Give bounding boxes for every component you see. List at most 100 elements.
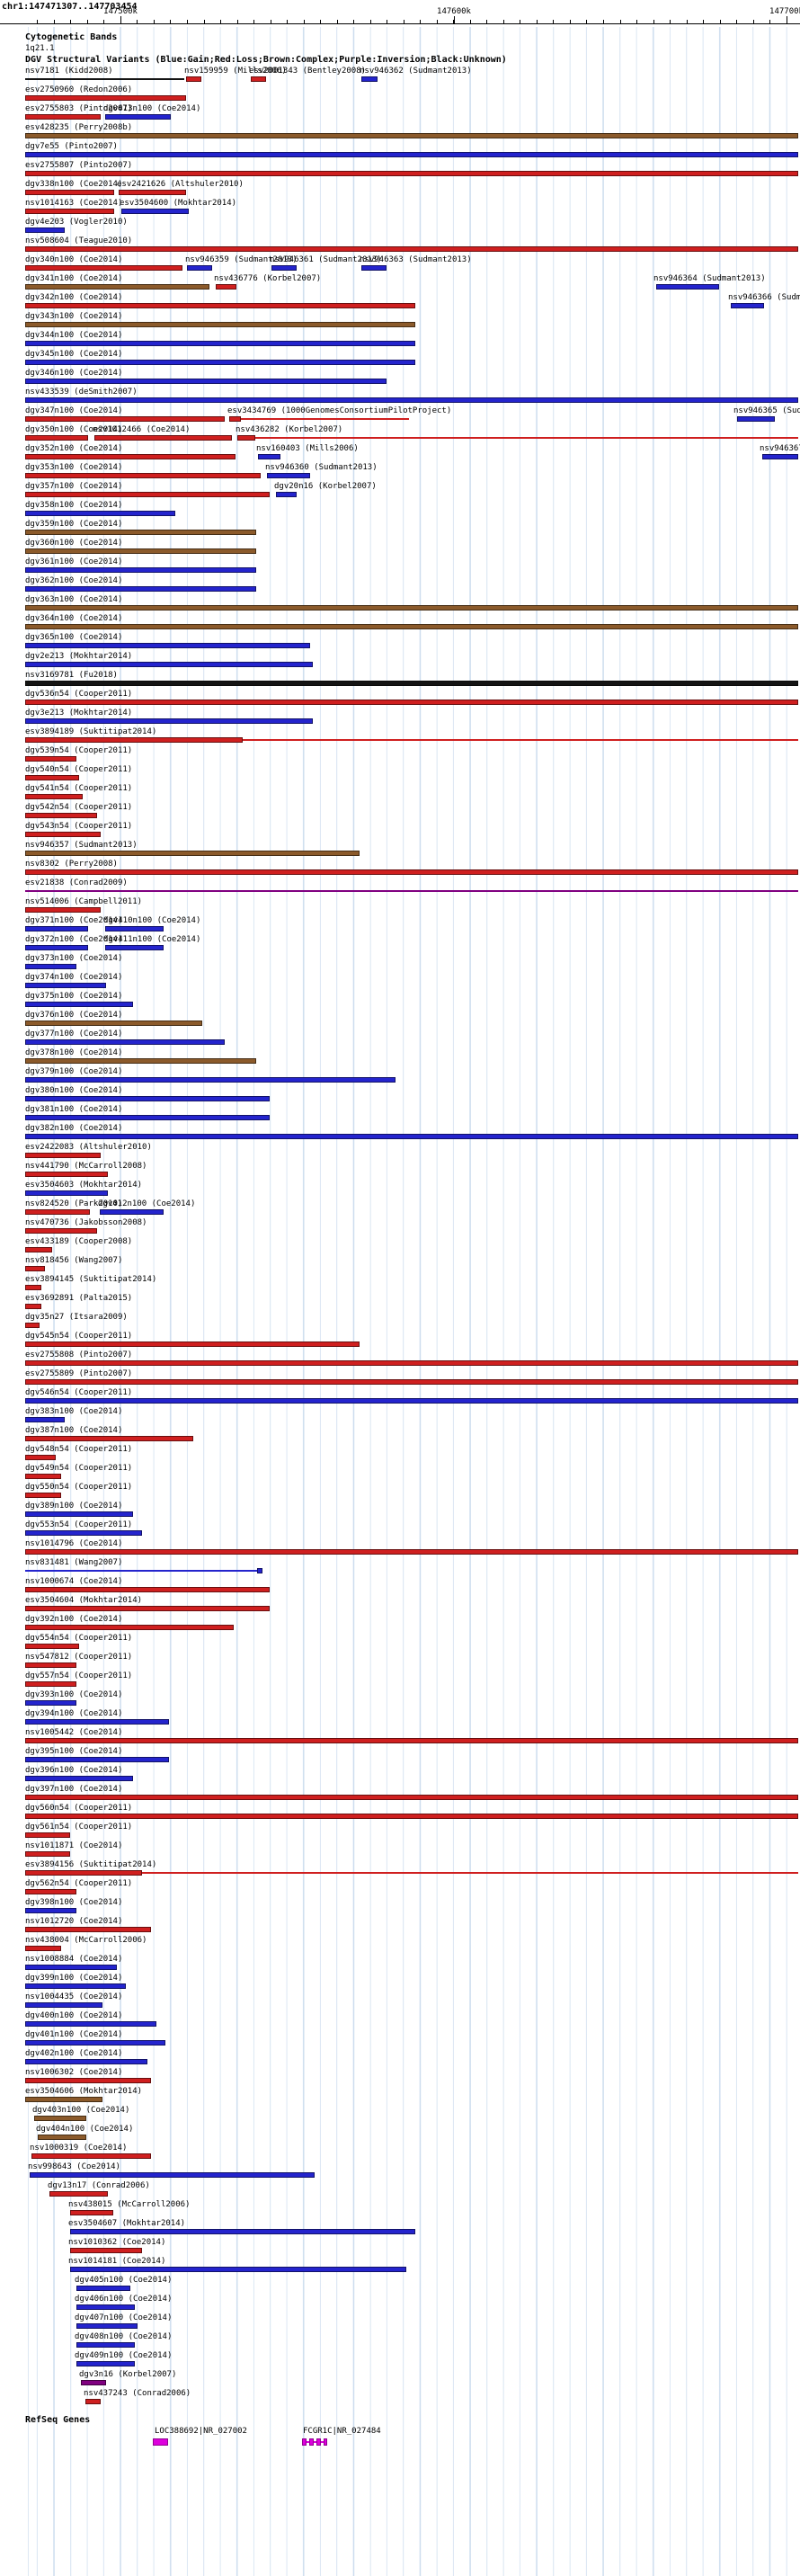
variant-bar[interactable]: [187, 265, 212, 271]
variant-label[interactable]: nsv946361 (Sudmant2013): [270, 255, 382, 264]
variant-label[interactable]: nsv436282 (Korbel2007): [236, 425, 343, 434]
variant-bar[interactable]: [25, 567, 256, 573]
variant-label[interactable]: nsv433539 (deSmith2007): [25, 388, 138, 397]
variant-label[interactable]: esv3504606 (Mokhtar2014): [25, 2087, 143, 2096]
variant-label[interactable]: dgv407n100 (Coe2014): [75, 2313, 173, 2322]
variant-bar[interactable]: [216, 284, 236, 290]
variant-label[interactable]: dgv393n100 (Coe2014): [25, 1690, 123, 1699]
variant-bar[interactable]: [25, 1662, 76, 1668]
gene-exon-bar[interactable]: [316, 2438, 321, 2446]
variant-bar[interactable]: [25, 2097, 102, 2102]
variant-bar[interactable]: [76, 2323, 138, 2329]
variant-label[interactable]: nsv946360 (Sudmant2013): [265, 463, 378, 472]
variant-label[interactable]: dgv557n54 (Cooper2011): [25, 1671, 133, 1680]
variant-label[interactable]: dgv389n100 (Coe2014): [25, 1502, 123, 1511]
variant-label[interactable]: nsv946362 (Sudmant2013): [360, 67, 472, 76]
variant-label[interactable]: nsv946364 (Sudmant2013): [653, 274, 766, 283]
variant-bar[interactable]: [25, 1908, 76, 1913]
gene-label[interactable]: LOC388692|NR_027002: [155, 2427, 247, 2436]
variant-bar[interactable]: [49, 2191, 108, 2197]
variant-label[interactable]: esv3504603 (Mokhtar2014): [25, 1181, 143, 1190]
variant-bar[interactable]: [25, 700, 798, 705]
variant-bar[interactable]: [25, 95, 186, 101]
variant-bar[interactable]: [25, 1511, 133, 1517]
variant-bar[interactable]: [361, 76, 378, 82]
variant-label[interactable]: dgv400n100 (Coe2014): [25, 2011, 123, 2020]
variant-bar[interactable]: [25, 718, 313, 724]
variant-label[interactable]: dgv562n54 (Cooper2011): [25, 1879, 133, 1888]
gene-intron-line[interactable]: [307, 2441, 309, 2443]
variant-bar[interactable]: [25, 209, 114, 214]
variant-label[interactable]: nsv7181 (Kidd2008): [25, 67, 113, 76]
variant-line[interactable]: [25, 78, 184, 80]
variant-bar[interactable]: [25, 265, 182, 271]
variant-bar[interactable]: [257, 1568, 262, 1573]
variant-bar[interactable]: [25, 1077, 396, 1083]
variant-bar[interactable]: [25, 1757, 169, 1762]
variant-label[interactable]: dgv375n100 (Coe2014): [25, 992, 123, 1001]
variant-bar[interactable]: [25, 227, 65, 233]
variant-label[interactable]: nsv1014796 (Coe2014): [25, 1539, 123, 1548]
variant-label[interactable]: dgv395n100 (Coe2014): [25, 1747, 123, 1756]
variant-bar[interactable]: [25, 1436, 193, 1441]
variant-label[interactable]: esv428235 (Perry2008b): [25, 123, 133, 132]
variant-label[interactable]: dgv401n100 (Coe2014): [25, 2030, 123, 2039]
variant-bar[interactable]: [237, 435, 255, 441]
variant-label[interactable]: dgv543n54 (Cooper2011): [25, 822, 133, 831]
variant-label[interactable]: dgv381n100 (Coe2014): [25, 1105, 123, 1114]
variant-bar[interactable]: [25, 1190, 108, 1196]
variant-label[interactable]: esv2001343 (Bentley2008): [249, 67, 367, 76]
variant-bar[interactable]: [76, 2304, 135, 2310]
variant-label[interactable]: nsv824520 (Park2010): [25, 1199, 123, 1208]
variant-label[interactable]: esv2755807 (Pinto2007): [25, 161, 133, 170]
variant-bar[interactable]: [25, 1870, 142, 1876]
variant-label[interactable]: dgv7e55 (Pinto2007): [25, 142, 118, 151]
variant-bar[interactable]: [25, 548, 256, 554]
variant-label[interactable]: nsv1014163 (Coe2014): [25, 199, 123, 208]
variant-label[interactable]: dgv396n100 (Coe2014): [25, 1766, 123, 1775]
variant-bar[interactable]: [25, 1832, 70, 1838]
variant-bar[interactable]: [25, 284, 209, 290]
variant-bar[interactable]: [25, 1625, 234, 1630]
variant-bar[interactable]: [25, 737, 243, 743]
variant-label[interactable]: nsv946363 (Sudmant2013): [360, 255, 472, 264]
variant-bar[interactable]: [25, 454, 236, 459]
variant-label[interactable]: dgv406n100 (Coe2014): [75, 2295, 173, 2304]
variant-bar[interactable]: [25, 341, 415, 346]
variant-bar[interactable]: [25, 379, 387, 384]
variant-label[interactable]: dgv371n100 (Coe2014): [25, 916, 123, 925]
variant-bar[interactable]: [25, 869, 798, 875]
variant-bar[interactable]: [105, 114, 171, 120]
variant-label[interactable]: esv3504600 (Mokhtar2014): [120, 199, 237, 208]
variant-label[interactable]: nsv441790 (McCarroll2008): [25, 1162, 147, 1171]
variant-label[interactable]: nsv946365 (Sudmant2013): [733, 406, 800, 415]
variant-label[interactable]: dgv380n100 (Coe2014): [25, 1086, 123, 1095]
variant-bar[interactable]: [25, 1058, 256, 1064]
variant-bar[interactable]: [25, 322, 415, 327]
variant-line[interactable]: [142, 1872, 798, 1874]
variant-bar[interactable]: [25, 492, 270, 497]
variant-line[interactable]: [255, 437, 798, 439]
variant-label[interactable]: esv2755808 (Pinto2007): [25, 1350, 133, 1359]
variant-bar[interactable]: [25, 1587, 270, 1592]
variant-bar[interactable]: [100, 1209, 164, 1215]
variant-bar[interactable]: [25, 152, 798, 157]
variant-label[interactable]: dgv560n54 (Cooper2011): [25, 1804, 133, 1813]
variant-label[interactable]: dgv549n54 (Cooper2011): [25, 1464, 133, 1473]
variant-label[interactable]: nsv160403 (Mills2006): [256, 444, 359, 453]
variant-label[interactable]: dgv4e203 (Vogler2010): [25, 218, 128, 227]
variant-bar[interactable]: [25, 1927, 151, 1932]
variant-label[interactable]: nsv831481 (Wang2007): [25, 1558, 123, 1567]
variant-label[interactable]: nsv818456 (Wang2007): [25, 1256, 123, 1265]
variant-label[interactable]: dgv403n100 (Coe2014): [32, 2106, 130, 2115]
variant-label[interactable]: dgv541n54 (Cooper2011): [25, 784, 133, 793]
variant-label[interactable]: esv3894145 (Suktitipat2014): [25, 1275, 157, 1284]
variant-bar[interactable]: [25, 1379, 798, 1385]
variant-bar[interactable]: [25, 1549, 798, 1555]
variant-bar[interactable]: [25, 794, 83, 799]
variant-line[interactable]: [241, 418, 409, 420]
variant-label[interactable]: dgv413n100 (Coe2014): [103, 104, 201, 113]
variant-bar[interactable]: [276, 492, 297, 497]
variant-label[interactable]: esv3894189 (Suktitipat2014): [25, 727, 157, 736]
variant-label[interactable]: esv2422083 (Altshuler2010): [25, 1143, 152, 1152]
